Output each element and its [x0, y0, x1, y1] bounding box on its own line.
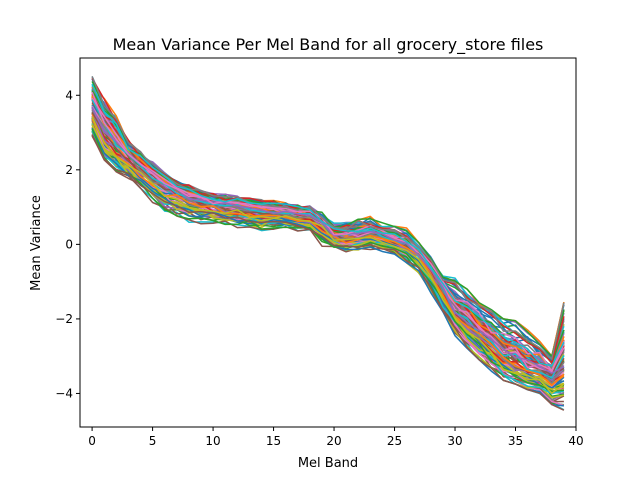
y-tick-label: 0	[65, 237, 73, 251]
x-tick-label: 40	[568, 434, 583, 448]
x-tick-label: 5	[149, 434, 157, 448]
series-line	[91, 118, 565, 387]
y-tick-label: 2	[65, 163, 73, 177]
x-axis-label: Mel Band	[298, 456, 358, 471]
series-line	[91, 83, 565, 367]
x-tick-label: 20	[326, 434, 341, 448]
y-axis-label: Mean Variance	[29, 195, 44, 291]
x-tick-label: 0	[88, 434, 96, 448]
series-line	[91, 134, 565, 411]
x-tick-label: 10	[205, 434, 220, 448]
y-tick-label: −2	[55, 312, 73, 326]
x-tick-label: 30	[447, 434, 462, 448]
x-tick-label: 25	[387, 434, 402, 448]
y-tick-label: −4	[55, 386, 73, 400]
chart-title: Mean Variance Per Mel Band for all groce…	[113, 35, 544, 55]
x-axis-ticks: 0 5 10 15 20 25 30 35 40	[88, 427, 584, 448]
series-line	[91, 76, 565, 360]
x-tick-label: 35	[508, 434, 523, 448]
y-axis-ticks: −4 −2 0 2 4	[55, 88, 80, 400]
series-lines	[91, 76, 565, 411]
plot-area-frame	[79, 57, 577, 428]
series-line	[91, 127, 564, 407]
x-tick-label: 15	[266, 434, 281, 448]
y-tick-label: 4	[65, 88, 73, 102]
series-line	[91, 123, 565, 411]
series-line	[91, 116, 565, 395]
series-line	[91, 128, 564, 392]
